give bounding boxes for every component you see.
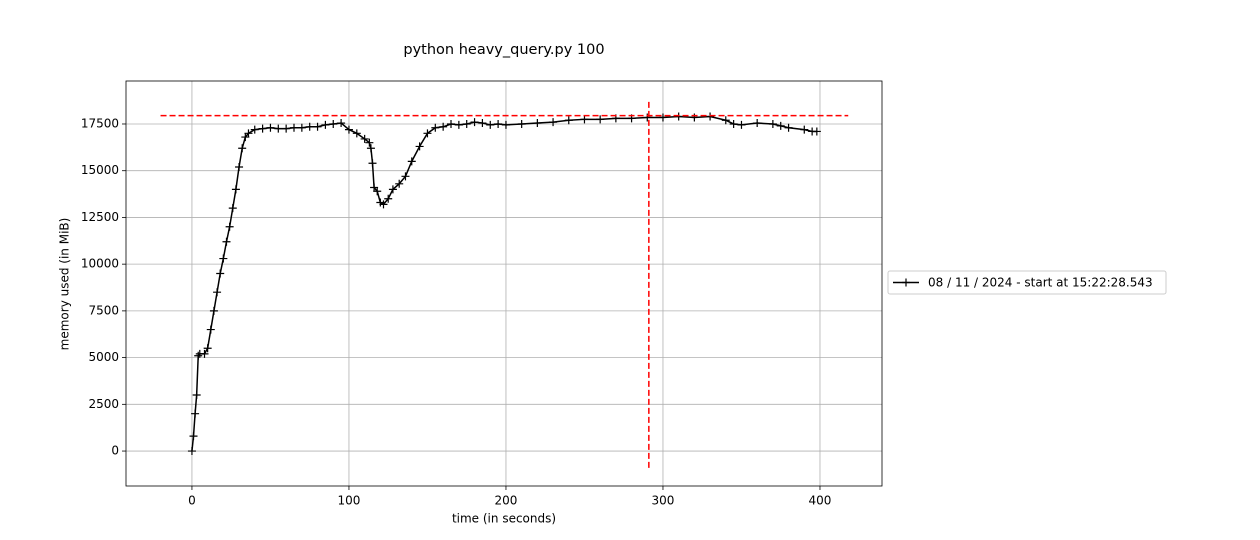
data-point	[533, 119, 542, 128]
data-point	[225, 222, 234, 231]
data-point	[407, 157, 416, 166]
data-point	[344, 125, 353, 134]
data-point	[219, 254, 228, 263]
data-point	[244, 129, 253, 138]
data-point	[395, 179, 404, 188]
data-point	[784, 123, 793, 132]
data-point	[729, 119, 738, 128]
data-point	[643, 113, 652, 122]
data-point	[373, 187, 382, 196]
data-point	[313, 122, 322, 131]
plot-frame	[125, 80, 883, 487]
data-point	[222, 237, 231, 246]
data-point	[501, 120, 510, 129]
data-point	[238, 144, 247, 153]
data-point	[216, 269, 225, 278]
y-tick-label: 17500	[81, 116, 119, 130]
data-point	[365, 138, 374, 147]
x-tick-label: 0	[188, 494, 196, 508]
data-point	[549, 118, 558, 127]
data-point	[329, 119, 338, 128]
data-point	[200, 349, 209, 358]
data-point	[187, 447, 196, 456]
data-point	[690, 113, 699, 122]
data-point	[228, 204, 237, 213]
data-point	[379, 200, 388, 209]
data-point	[486, 120, 495, 129]
data-point	[206, 325, 215, 334]
x-tick-label: 200	[495, 494, 518, 508]
data-point	[439, 122, 448, 131]
data-point	[753, 119, 762, 128]
data-point	[192, 390, 201, 399]
data-point	[266, 123, 275, 132]
data-point	[337, 119, 346, 128]
data-point	[401, 172, 410, 181]
data-point	[768, 119, 777, 128]
x-tick-label: 100	[338, 494, 361, 508]
data-point	[388, 185, 397, 194]
data-point	[423, 129, 432, 138]
data-point	[258, 124, 267, 133]
data-point	[447, 119, 456, 128]
legend-marker	[902, 278, 910, 287]
data-point	[454, 120, 463, 129]
data-point	[203, 344, 212, 353]
data-point	[231, 185, 240, 194]
data-point	[384, 194, 393, 203]
y-tick-label: 12500	[81, 210, 119, 224]
data-point	[776, 121, 785, 130]
y-tick-label: 10000	[81, 257, 119, 271]
data-point	[321, 120, 330, 129]
data-point	[282, 124, 291, 133]
data-point	[470, 118, 479, 127]
y-tick-label: 2500	[88, 397, 119, 411]
data-point	[191, 409, 200, 418]
data-point	[658, 113, 667, 122]
data-point	[368, 159, 377, 168]
data-point	[812, 127, 821, 136]
data-point	[189, 432, 198, 441]
data-point	[209, 306, 218, 315]
data-point	[462, 119, 471, 128]
x-tick-label: 400	[809, 494, 832, 508]
data-point	[194, 351, 203, 360]
data-point	[674, 112, 683, 121]
data-point	[737, 120, 746, 129]
y-axis-label: memory used (in MiB)	[58, 218, 72, 351]
data-point	[415, 142, 424, 151]
x-tick-label: 300	[652, 494, 675, 508]
data-point	[431, 123, 440, 132]
data-point	[517, 119, 526, 128]
data-point	[366, 144, 375, 153]
legend: 08 / 11 / 2024 - start at 15:22:28.543	[887, 270, 1167, 295]
data-point	[494, 119, 503, 128]
data-point	[250, 125, 259, 134]
data-point	[360, 134, 369, 143]
y-tick-label: 7500	[88, 303, 119, 317]
x-axis-label: time (in seconds)	[452, 512, 556, 526]
data-point	[596, 115, 605, 124]
data-point	[352, 129, 361, 138]
data-point	[213, 288, 222, 297]
legend-box	[887, 270, 1167, 295]
y-tick-label: 0	[111, 444, 119, 458]
data-point	[235, 162, 244, 171]
data-point	[800, 125, 809, 134]
y-tick-label: 5000	[88, 350, 119, 364]
data-point	[564, 116, 573, 125]
y-tick-label: 15000	[81, 163, 119, 177]
data-point	[274, 124, 283, 133]
data-point	[290, 123, 298, 132]
legend-label: 08 / 11 / 2024 - start at 15:22:28.543	[928, 276, 1153, 290]
data-point	[706, 112, 715, 121]
data-point	[478, 119, 487, 128]
chart-title: python heavy_query.py 100	[403, 42, 604, 58]
data-point	[305, 122, 314, 131]
data-point	[721, 116, 730, 125]
data-point	[580, 115, 589, 124]
data-point	[297, 123, 306, 132]
